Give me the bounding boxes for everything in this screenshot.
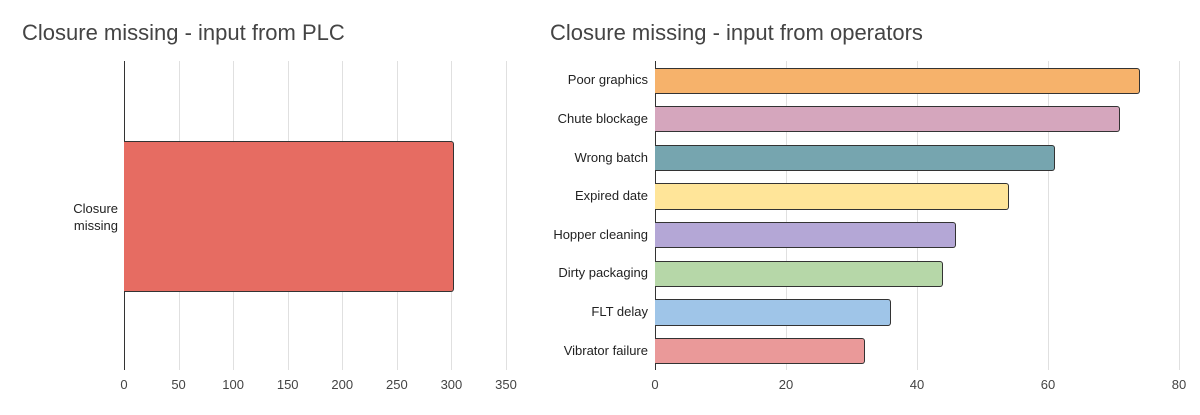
bar-closure-missing <box>124 141 454 292</box>
plc-chart-title: Closure missing - input from PLC <box>22 20 345 45</box>
x-tick-label: 100 <box>222 377 244 392</box>
x-tick-label: 60 <box>1040 377 1056 392</box>
operators-chart-title: Closure missing - input from operators <box>550 20 923 45</box>
gridline <box>1179 61 1180 370</box>
x-tick-label: 250 <box>385 377 408 392</box>
category-label: Chute blockage <box>557 110 648 126</box>
category-label: FLT delay <box>591 304 648 320</box>
bar-expired-date <box>655 183 1009 210</box>
operators-chart-plot: 0 20 40 60 80 Poor graphics Chute blockage Wron… <box>553 61 1186 392</box>
plc-category-label: Closure missing <box>73 201 118 233</box>
x-tick-label: 40 <box>909 377 925 392</box>
bar-poor-graphics <box>655 67 1140 94</box>
bar-hopper-cleaning <box>655 222 957 249</box>
x-tick-label: 0 <box>120 377 128 392</box>
gridline <box>506 61 507 370</box>
x-tick-label: 300 <box>440 377 463 392</box>
gridline <box>1048 61 1049 370</box>
x-tick-label: 50 <box>171 377 186 392</box>
gridline <box>786 61 787 370</box>
x-tick-label: 350 <box>495 377 517 392</box>
x-tick-label: 20 <box>778 377 794 392</box>
x-tick-label: 80 <box>1171 377 1187 392</box>
bar-dirty-packaging <box>655 260 944 287</box>
bar-vibrator-failure <box>655 337 865 365</box>
bar-chute-blockage <box>655 106 1121 133</box>
category-label: Vibrator failure <box>563 342 648 358</box>
category-label: Dirty packaging <box>558 265 648 281</box>
category-label: Expired date <box>575 188 648 204</box>
x-tick-label: 150 <box>276 377 299 392</box>
category-label: Wrong batch <box>574 149 648 165</box>
bar-wrong-batch <box>655 144 1055 172</box>
category-label: Poor graphics <box>567 72 648 88</box>
x-tick-label: 200 <box>331 377 354 392</box>
category-label: Hopper cleaning <box>553 226 648 242</box>
bar-flt-delay <box>655 299 891 326</box>
y-axis-line <box>655 61 656 370</box>
gridline <box>917 61 918 370</box>
plc-chart-plot: 0 50 100 150 200 250 300 350 <box>120 61 517 392</box>
x-tick-label: 0 <box>651 377 659 392</box>
